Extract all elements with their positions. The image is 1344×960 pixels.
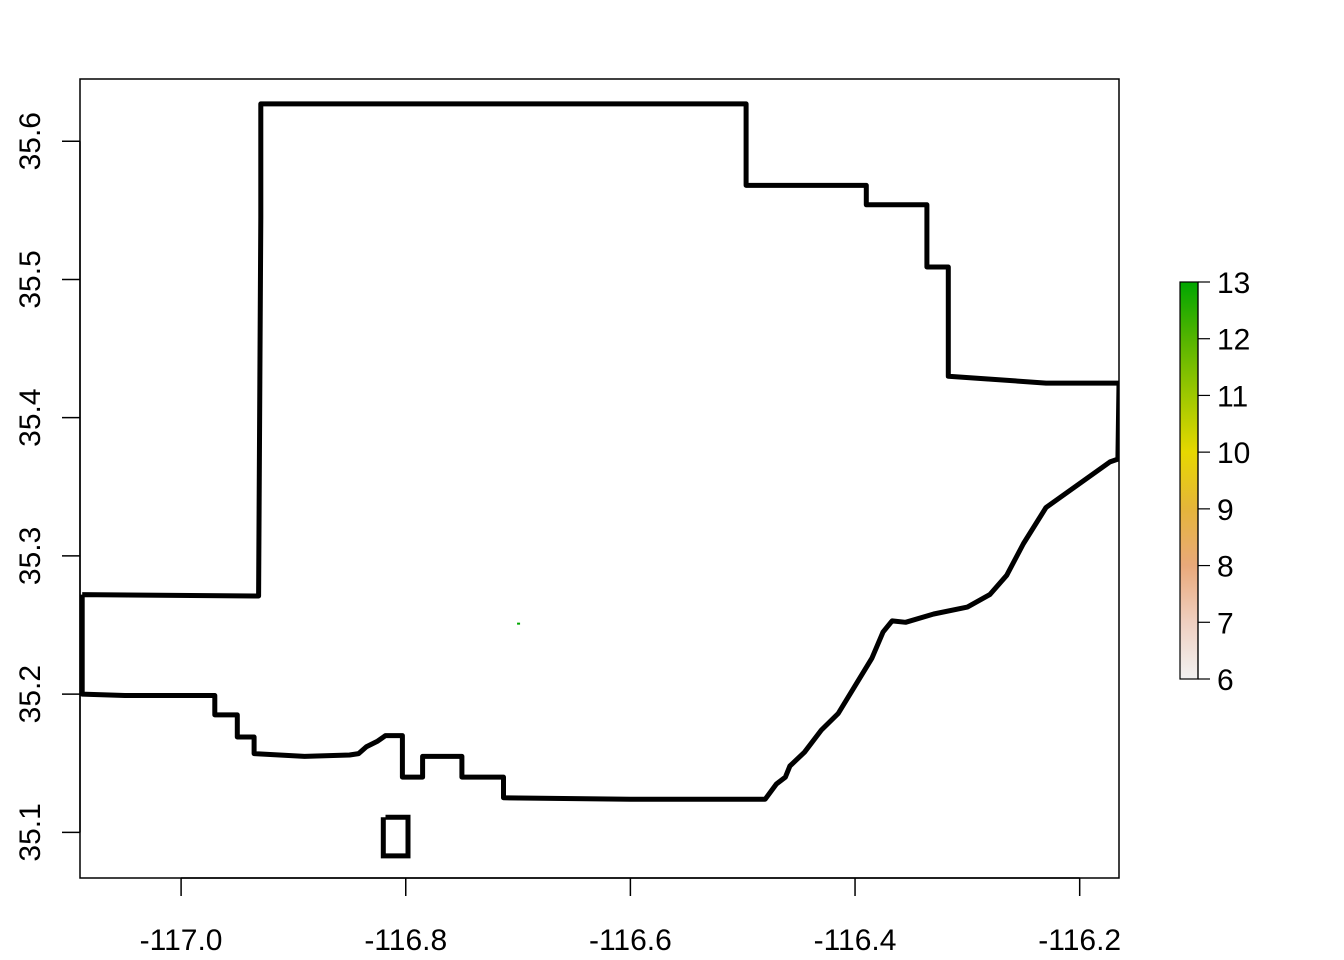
x-axis: -117.0 -116.8 -116.6 -116.4 -116.2 [140, 877, 1121, 957]
y-tick-label: 35.1 [14, 803, 47, 861]
y-axis: 35.1 35.2 35.3 35.4 35.5 35.6 [14, 112, 81, 862]
colorbar-tick-label: 7 [1217, 607, 1234, 640]
x-tick-label: -116.8 [364, 924, 447, 957]
y-tick-label: 35.5 [14, 250, 47, 308]
colorbar-tick-label: 11 [1217, 380, 1248, 413]
enclave-boundary-line [380, 814, 411, 859]
county-boundary-line [80, 101, 1119, 802]
raster-cell [517, 622, 521, 625]
colorbar-tick-label: 8 [1217, 551, 1234, 584]
colorbar-tick-label: 6 [1217, 664, 1234, 697]
x-tick-label: -116.4 [814, 924, 897, 957]
y-tick-label: 35.4 [14, 388, 47, 446]
plot-frame [79, 78, 1120, 879]
x-tick-label: -117.0 [140, 924, 223, 957]
x-tick-label: -116.2 [1038, 924, 1121, 957]
x-tick-label: -116.6 [589, 924, 672, 957]
colorbar-tick-label: 12 [1217, 324, 1250, 357]
colorbar-gradient [1179, 281, 1199, 680]
colorbar-tick-label: 13 [1217, 267, 1250, 300]
boundary-layer [80, 101, 1119, 859]
y-tick-label: 35.3 [14, 527, 47, 585]
y-tick-label: 35.6 [14, 112, 47, 170]
colorbar-legend: 6 7 8 9 10 11 12 13 [1179, 267, 1250, 697]
colorbar-tick-label: 10 [1217, 437, 1250, 470]
y-tick-label: 35.2 [14, 665, 47, 723]
colorbar-tick-label: 9 [1217, 494, 1234, 527]
